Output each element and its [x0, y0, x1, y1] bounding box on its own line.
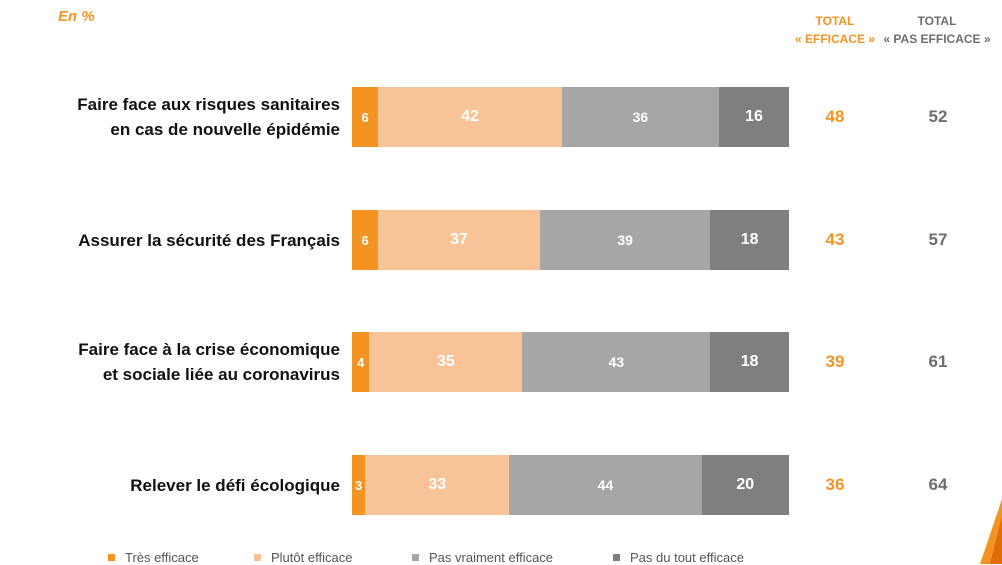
- total-efficace-value: 48: [825, 107, 845, 126]
- bar-segment-tres-efficace: 6: [352, 87, 379, 147]
- total-pas-efficace-value: 61: [928, 352, 948, 371]
- bar-segment-plutot-efficace: 35: [369, 332, 523, 392]
- category-label: Faire face à la crise économique et socia…: [0, 332, 340, 392]
- category-label-line: en cas de nouvelle épidémie: [110, 120, 340, 139]
- bar-segment-pas-vraiment-efficace: 36: [561, 87, 720, 147]
- stacked-bar: 6 42 36 16: [352, 87, 789, 147]
- bar-segment-pas-du-tout-efficace: 18: [710, 210, 789, 270]
- bar-segment-pas-vraiment-efficace: 39: [539, 210, 711, 270]
- data-label: 6: [361, 109, 369, 125]
- total-efficace-value: 39: [825, 352, 845, 371]
- legend-label: Très efficace: [125, 550, 199, 565]
- bar-segment-pas-du-tout-efficace: 20: [701, 455, 789, 515]
- category-label: Assurer la sécurité des Français: [0, 210, 340, 270]
- legend-item-tres-efficace: Très efficace: [108, 550, 199, 565]
- bar-segment-plutot-efficace: 37: [378, 210, 540, 270]
- bar-segment-pas-vraiment-efficace: 43: [522, 332, 711, 392]
- legend-label: Pas vraiment efficace: [429, 550, 554, 565]
- bar-segment-pas-vraiment-efficace: 44: [509, 455, 702, 515]
- unit-label: En %: [58, 8, 95, 25]
- data-label: 39: [617, 232, 633, 248]
- data-label: 33: [428, 476, 447, 493]
- bar-segment-tres-efficace: 6: [352, 210, 379, 270]
- bar-segment-tres-efficace: 3: [352, 455, 366, 515]
- bar-segment-plutot-efficace: 33: [365, 455, 510, 515]
- stacked-bar: 4 35 43 18: [352, 332, 789, 392]
- total-efficace-header-line1: TOTAL: [815, 14, 855, 28]
- data-label: 6: [361, 232, 369, 248]
- corner-decoration: [980, 499, 1002, 564]
- legend-label: Plutôt efficace: [271, 550, 353, 565]
- stacked-bar: 3 33 44 20: [352, 455, 789, 515]
- data-label: 37: [450, 231, 468, 248]
- legend-swatch: [108, 554, 115, 561]
- total-pas-efficace-value: 52: [928, 107, 948, 126]
- data-label: 3: [354, 477, 363, 493]
- legend-swatch: [412, 554, 419, 561]
- bar-segment-pas-du-tout-efficace: 18: [710, 332, 789, 392]
- total-pas-efficace-value: 64: [928, 475, 948, 494]
- category-label-line: et sociale liée au coronavirus: [102, 365, 340, 384]
- total-efficace-value: 43: [825, 230, 845, 249]
- legend-label: Pas du tout efficace: [630, 550, 744, 565]
- total-pas-efficace-header-line1: TOTAL: [917, 14, 957, 28]
- total-pas-efficace-value: 57: [928, 230, 948, 249]
- category-label: Relever le défi écologique: [0, 455, 340, 515]
- category-label-line: Faire face aux risques sanitaires: [77, 95, 340, 114]
- data-label: 36: [632, 109, 649, 125]
- category-label-line: Assurer la sécurité des Français: [78, 230, 340, 250]
- data-label: 35: [437, 353, 455, 370]
- total-pas-efficace-header-line2: « PAS EFFICACE »: [883, 32, 991, 46]
- data-label: 16: [745, 108, 763, 125]
- data-label: 43: [608, 354, 625, 370]
- data-label: 20: [736, 476, 755, 493]
- data-label: 44: [597, 477, 614, 493]
- legend-item-plutot-efficace: Plutôt efficace: [254, 550, 352, 565]
- data-label: 18: [740, 353, 759, 370]
- total-pas-efficace-header: TOTAL « PAS EFFICACE »: [882, 12, 992, 48]
- legend-item-pas-du-tout-efficace: Pas du tout efficace: [613, 550, 744, 565]
- bar-segment-tres-efficace: 4: [352, 332, 370, 392]
- bar-segment-plutot-efficace: 42: [378, 87, 562, 147]
- stacked-bar: 6 37 39 18: [352, 210, 789, 270]
- category-label: Faire face aux risques sanitaires en cas …: [0, 87, 340, 147]
- category-label-line: Relever le défi écologique: [130, 475, 340, 495]
- legend-swatch: [254, 554, 261, 561]
- total-efficace-header-line2: « EFFICACE »: [794, 32, 875, 46]
- legend-swatch: [613, 554, 620, 561]
- total-efficace-header: TOTAL « EFFICACE »: [780, 12, 890, 48]
- bar-segment-pas-du-tout-efficace: 16: [719, 87, 789, 147]
- legend-item-pas-vraiment-efficace: Pas vraiment efficace: [412, 550, 553, 565]
- data-label: 42: [461, 108, 479, 125]
- data-label: 4: [357, 354, 365, 370]
- category-label-line: Faire face à la crise économique: [78, 340, 340, 359]
- total-efficace-value: 36: [825, 475, 845, 494]
- data-label: 18: [740, 231, 759, 248]
